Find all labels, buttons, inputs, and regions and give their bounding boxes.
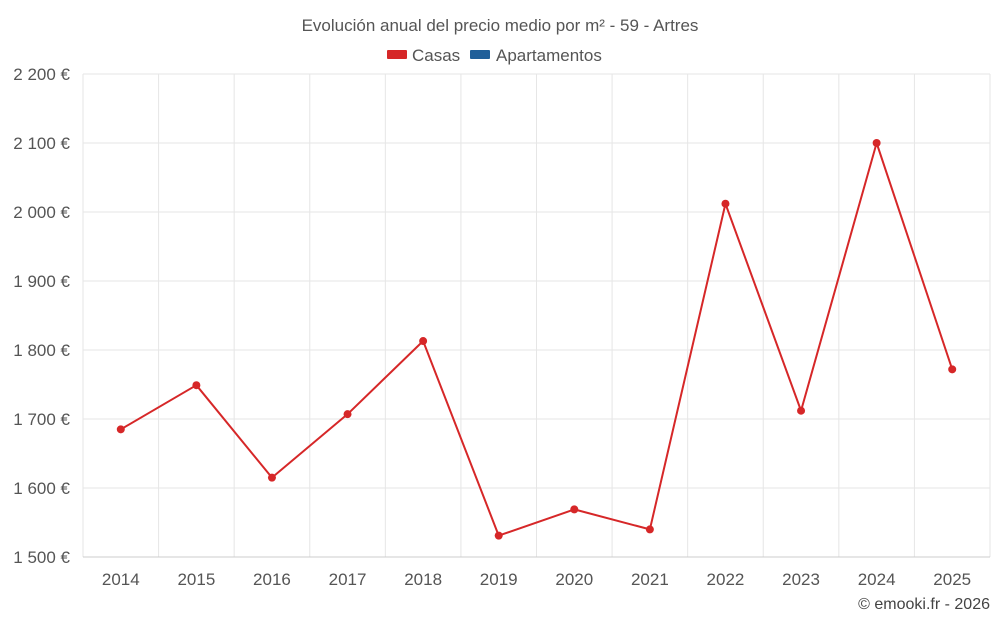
data-point-casas-2020[interactable]	[570, 505, 579, 514]
x-tick-label: 2024	[858, 570, 896, 589]
series-points	[116, 139, 957, 540]
x-tick-label: 2015	[177, 570, 215, 589]
y-tick-label: 2 000 €	[13, 203, 70, 222]
legend-swatch-casas	[387, 50, 407, 59]
legend: Casas Apartamentos	[387, 46, 602, 65]
y-axis-labels: 1 500 € 1 600 € 1 700 € 1 800 € 1 900 € 2 000…	[13, 65, 70, 567]
x-tick-label: 2025	[933, 570, 971, 589]
y-tick-label: 1 900 €	[13, 272, 70, 291]
data-point-casas-2023[interactable]	[797, 406, 806, 415]
x-gridlines	[82, 74, 991, 557]
data-point-casas-2014[interactable]	[116, 425, 125, 434]
data-point-casas-2015[interactable]	[192, 381, 201, 390]
data-point-casas-2024[interactable]	[872, 139, 881, 147]
x-tick-label: 2020	[555, 570, 593, 589]
legend-item-apartamentos[interactable]: Apartamentos	[470, 46, 602, 65]
y-tick-label: 1 800 €	[13, 341, 70, 360]
x-tick-label: 2018	[404, 570, 442, 589]
series-line-casas	[120, 142, 954, 537]
series-lines	[120, 142, 954, 537]
x-tick-label: 2021	[631, 570, 669, 589]
x-axis-labels: 2014 2015 2016 2017 2018 2019 2020 2021 2022 2023…	[102, 570, 971, 589]
legend-swatch-apartamentos	[470, 50, 490, 59]
x-tick-label: 2023	[782, 570, 820, 589]
x-tick-label: 2022	[707, 570, 745, 589]
x-tick-label: 2014	[102, 570, 140, 589]
data-point-casas-2019[interactable]	[494, 531, 503, 540]
y-tick-label: 2 200 €	[13, 65, 70, 84]
legend-label-apartamentos: Apartamentos	[496, 46, 602, 65]
legend-item-casas[interactable]: Casas	[387, 46, 460, 65]
data-point-casas-2021[interactable]	[645, 525, 654, 534]
data-point-casas-2022[interactable]	[721, 199, 730, 208]
data-point-casas-2025[interactable]	[948, 365, 957, 374]
y-tick-label: 1 700 €	[13, 410, 70, 429]
x-tick-label: 2017	[329, 570, 367, 589]
data-point-casas-2016[interactable]	[267, 473, 276, 482]
chart-title: Evolución anual del precio medio por m² …	[302, 16, 699, 35]
y-tick-label: 1 500 €	[13, 548, 70, 567]
data-point-casas-2017[interactable]	[343, 410, 352, 419]
y-tick-label: 2 100 €	[13, 134, 70, 153]
data-point-casas-2018[interactable]	[419, 337, 428, 346]
x-tick-label: 2016	[253, 570, 291, 589]
x-tick-label: 2019	[480, 570, 518, 589]
credit-text: © emooki.fr - 2026	[858, 596, 990, 613]
y-tick-label: 1 600 €	[13, 479, 70, 498]
legend-label-casas: Casas	[412, 46, 460, 65]
